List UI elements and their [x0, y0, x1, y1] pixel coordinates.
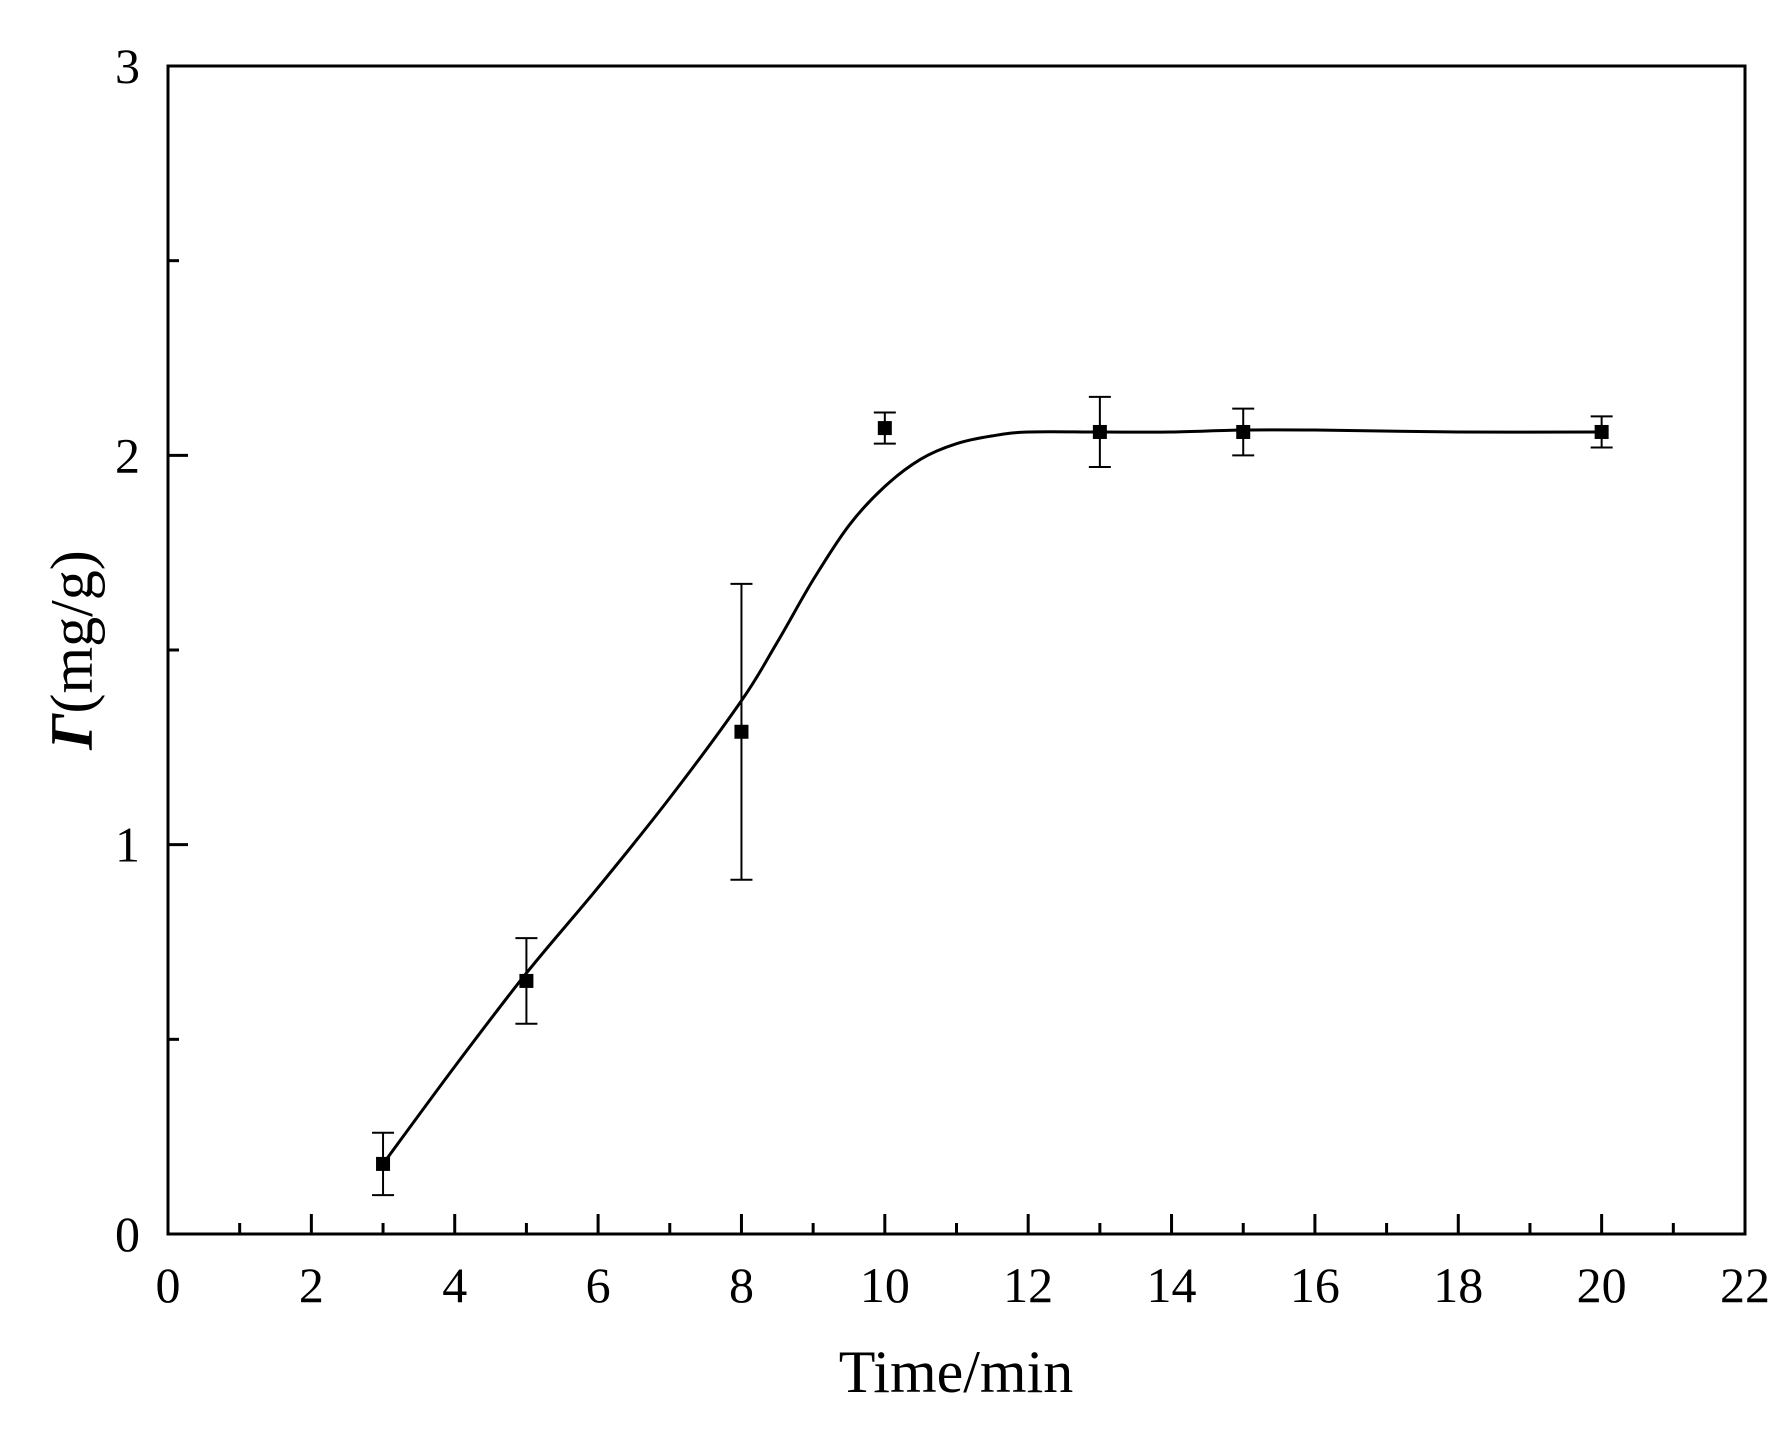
data-point — [1236, 424, 1251, 439]
y-axis-unit: (mg/g) — [39, 550, 105, 713]
minor-ticks — [168, 259, 1675, 1234]
x-axis-label: Time/min — [839, 1339, 1074, 1405]
data-point — [1092, 424, 1107, 439]
x-tick-label: 10 — [860, 1257, 910, 1313]
data-point — [519, 973, 534, 988]
x-tick-labels: 0 2 4 6 8 10 12 14 16 18 20 22 — [156, 1257, 1771, 1313]
data-point — [877, 421, 892, 436]
y-tick-label: 3 — [115, 38, 140, 94]
plot-frame — [166, 64, 1747, 1236]
y-axis-label: Γ(mg/g) — [39, 550, 105, 751]
x-tick-label: 8 — [729, 1257, 754, 1313]
x-tick-label: 18 — [1433, 1257, 1483, 1313]
x-tick-label: 2 — [299, 1257, 324, 1313]
y-tick-label: 2 — [115, 427, 140, 483]
x-tick-label: 20 — [1577, 1257, 1627, 1313]
y-axis-symbol: Γ — [39, 713, 105, 751]
data-point — [1594, 424, 1609, 439]
error-bars — [372, 395, 1613, 1197]
x-tick-label: 6 — [586, 1257, 611, 1313]
x-tick-label: 14 — [1147, 1257, 1197, 1313]
y-tick-label: 1 — [115, 817, 140, 873]
data-point — [734, 724, 749, 739]
data-point — [376, 1156, 391, 1171]
fit-curve — [381, 428, 1602, 1165]
x-tick-label: 22 — [1720, 1257, 1770, 1313]
x-tick-label: 16 — [1290, 1257, 1340, 1313]
major-ticks — [166, 64, 1747, 1236]
data-markers — [376, 421, 1609, 1171]
x-tick-label: 12 — [1003, 1257, 1053, 1313]
y-tick-labels: 0 1 2 3 — [115, 38, 140, 1262]
x-tick-label: 0 — [156, 1257, 181, 1313]
y-tick-label: 0 — [115, 1206, 140, 1262]
x-tick-label: 4 — [442, 1257, 467, 1313]
